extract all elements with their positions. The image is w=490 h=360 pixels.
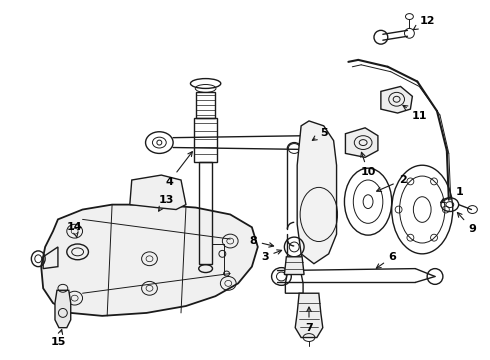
Polygon shape bbox=[130, 175, 186, 210]
Polygon shape bbox=[55, 290, 71, 328]
Text: 2: 2 bbox=[377, 175, 406, 192]
Text: 6: 6 bbox=[376, 252, 396, 268]
Polygon shape bbox=[297, 121, 337, 264]
Polygon shape bbox=[345, 128, 378, 157]
Polygon shape bbox=[295, 293, 323, 338]
Text: 10: 10 bbox=[360, 152, 376, 177]
Text: 15: 15 bbox=[50, 329, 66, 347]
Text: 14: 14 bbox=[67, 222, 82, 238]
Text: 8: 8 bbox=[249, 236, 273, 247]
Polygon shape bbox=[41, 204, 258, 316]
Text: 1: 1 bbox=[441, 187, 464, 203]
Text: 3: 3 bbox=[261, 250, 282, 262]
Text: 13: 13 bbox=[159, 195, 174, 211]
Text: 5: 5 bbox=[312, 128, 328, 140]
Text: 4: 4 bbox=[165, 152, 193, 187]
Polygon shape bbox=[381, 86, 413, 113]
Polygon shape bbox=[284, 257, 304, 275]
Text: 7: 7 bbox=[305, 307, 313, 333]
Text: 12: 12 bbox=[414, 15, 435, 30]
Text: 9: 9 bbox=[457, 212, 476, 234]
Text: 11: 11 bbox=[403, 105, 427, 121]
